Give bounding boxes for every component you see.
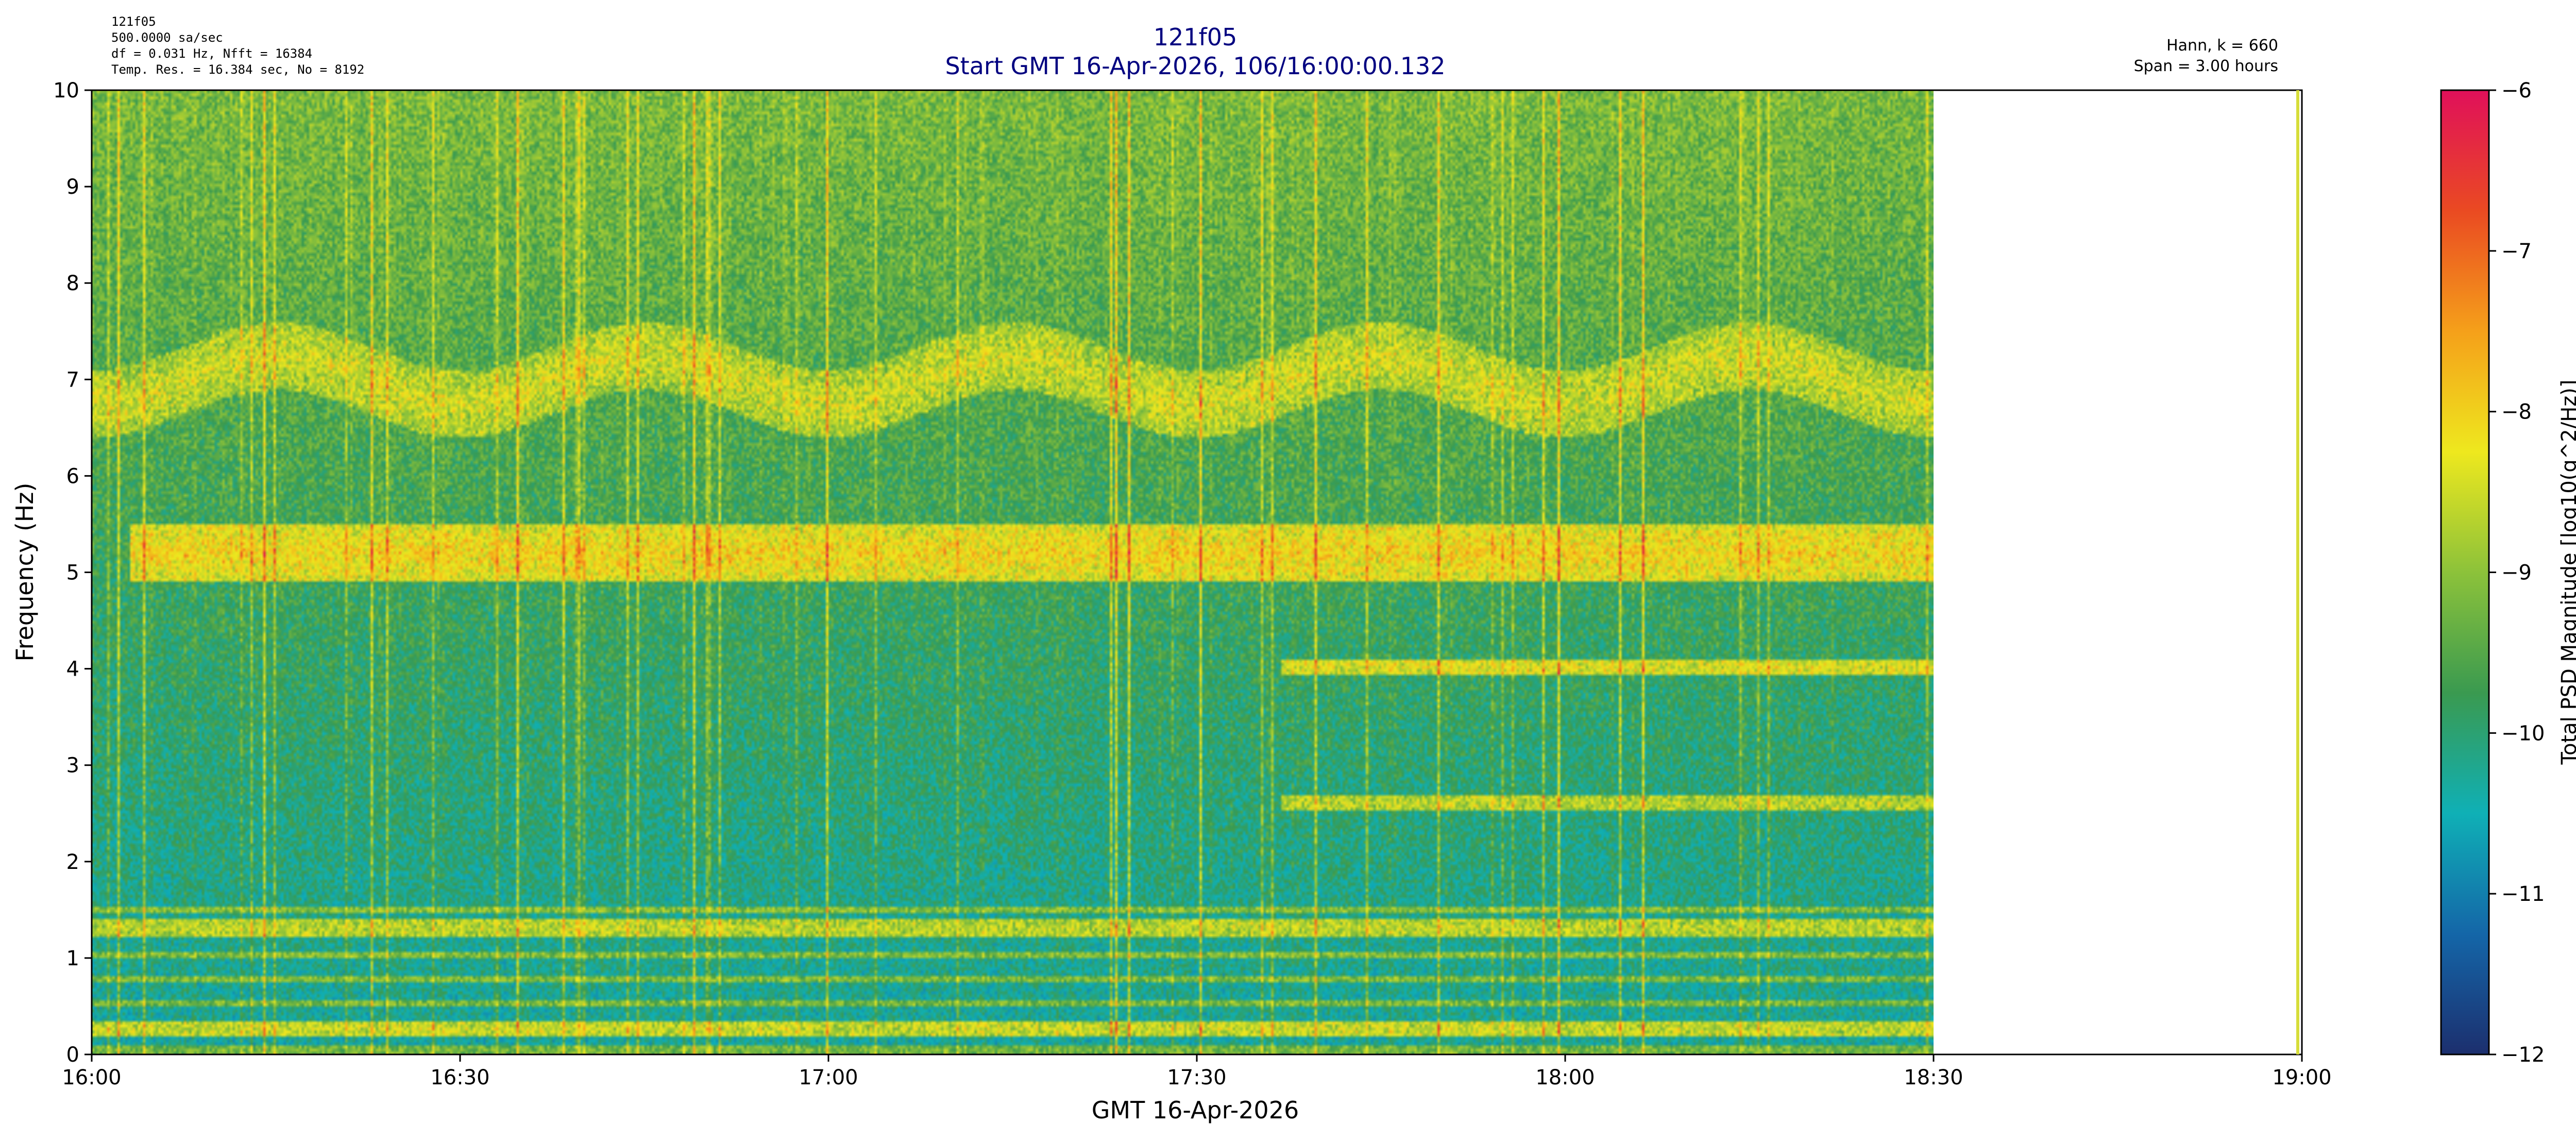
x-tick-label: 16:00: [62, 1066, 121, 1089]
info-left-line-2: 500.0000 sa/sec: [111, 30, 223, 45]
info-left-line-1: 121f05: [111, 14, 156, 29]
info-left-line-3: df = 0.031 Hz, Nfft = 16384: [111, 46, 312, 61]
info-right-line-1: Hann, k = 660: [2166, 37, 2278, 55]
y-tick-label: 0: [66, 1043, 79, 1067]
colorbar-tick-label: −9: [2501, 561, 2532, 585]
x-tick-label: 19:00: [2272, 1066, 2331, 1089]
x-axis-label: GMT 16-Apr-2026: [1092, 1096, 1299, 1124]
y-tick-label: 10: [53, 79, 79, 103]
y-tick-label: 3: [66, 754, 79, 778]
x-tick-label: 17:30: [1167, 1066, 1226, 1089]
y-tick-label: 8: [66, 272, 79, 295]
colorbar-ticks: −6 −7 −8 −9 −10 −11 −12: [2489, 79, 2545, 1067]
x-tick-label: 18:00: [1535, 1066, 1595, 1089]
x-axis: 16:00 16:30 17:00 17:30 18:00 18:30 19:00: [62, 1054, 2332, 1089]
y-tick-label: 1: [66, 947, 79, 970]
y-tick-label: 6: [66, 464, 79, 488]
spectrogram-heatmap: [92, 90, 1934, 1054]
x-tick-label: 18:30: [1904, 1066, 1963, 1089]
y-tick-label: 5: [66, 561, 79, 585]
y-axis: 0 1 2 3 4 5 6 7 8 9 10: [53, 79, 92, 1067]
chart-title: 121f05: [1154, 23, 1238, 51]
y-tick-label: 2: [66, 850, 79, 874]
colorbar-fill: [2441, 90, 2489, 1054]
info-right-line-2: Span = 3.00 hours: [2134, 57, 2278, 75]
y-axis-label: Frequency (Hz): [11, 483, 39, 662]
colorbar-tick-label: −10: [2501, 722, 2545, 745]
y-tick-label: 7: [66, 368, 79, 392]
info-right: Hann, k = 660 Span = 3.00 hours: [2134, 37, 2278, 75]
x-tick-label: 16:30: [430, 1066, 489, 1089]
y-tick-label: 9: [66, 175, 79, 199]
colorbar-tick-label: −8: [2501, 400, 2532, 424]
colorbar-label: Total PSD Magnitude [log10(g^2/Hz)]: [2557, 380, 2576, 765]
colorbar-tick-label: −11: [2501, 882, 2545, 906]
info-left: 121f05 500.0000 sa/sec df = 0.031 Hz, Nf…: [111, 14, 364, 77]
colorbar-tick-label: −6: [2501, 79, 2532, 103]
chart-subtitle: Start GMT 16-Apr-2026, 106/16:00:00.132: [945, 52, 1445, 80]
colorbar-tick-label: −7: [2501, 240, 2532, 263]
colorbar: −6 −7 −8 −9 −10 −11 −12 Total PSD Magnitude [l…: [2440, 79, 2576, 1067]
x-tick-label: 17:00: [799, 1066, 858, 1089]
colorbar-tick-label: −12: [2501, 1043, 2545, 1067]
info-left-line-4: Temp. Res. = 16.384 sec, No = 8192: [111, 62, 364, 77]
y-tick-label: 4: [66, 658, 79, 681]
plot-area: [91, 89, 2303, 1055]
